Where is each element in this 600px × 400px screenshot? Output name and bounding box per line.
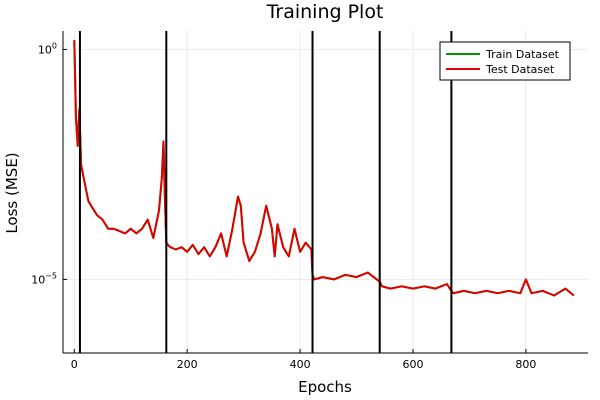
series-line-test-dataset — [73, 40, 575, 297]
legend: Train Dataset Test Dataset — [439, 41, 571, 81]
chart-title: Training Plot — [266, 1, 384, 23]
y-tick-label-0: 100 — [38, 41, 57, 56]
series-lines — [73, 40, 575, 297]
grid-lines — [63, 31, 588, 353]
legend-label-test-dataset: Test Dataset — [485, 63, 555, 76]
x-tick-label-0: 0 — [71, 358, 78, 371]
x-tick-label-400: 400 — [290, 358, 311, 371]
x-axis-label: Epochs — [298, 378, 352, 396]
x-tick-label-200: 200 — [177, 358, 198, 371]
y-tick-label-1: 10−5 — [31, 271, 57, 286]
tick-labels: 0 200 400 600 800 100 10−5 — [31, 41, 536, 371]
legend-label-train-dataset: Train Dataset — [485, 48, 560, 61]
x-tick-label-600: 600 — [403, 358, 424, 371]
y-axis-label: Loss (MSE) — [3, 152, 21, 233]
vertical-markers — [78, 31, 453, 353]
axes — [62, 31, 588, 354]
x-tick-label-800: 800 — [515, 358, 536, 371]
legend-box — [439, 41, 571, 81]
